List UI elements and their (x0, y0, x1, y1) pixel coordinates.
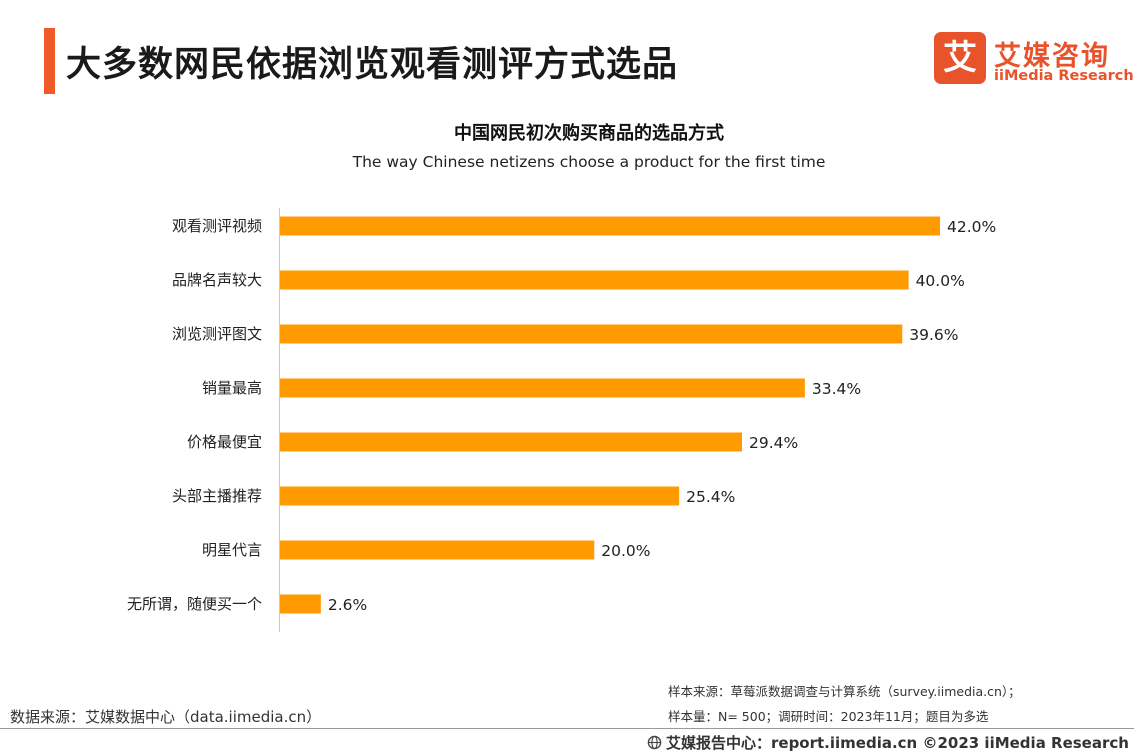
value-label-7: 20.0% (601, 542, 650, 560)
bar-7 (280, 540, 595, 560)
value-label-1: 42.0% (947, 218, 996, 236)
value-label-2: 40.0% (916, 272, 965, 290)
globe-icon (647, 735, 662, 750)
value-label-8: 2.6% (328, 596, 367, 614)
logo-mark: 艾 (934, 32, 986, 84)
bar-5 (280, 432, 742, 452)
value-label-3: 39.6% (909, 326, 958, 344)
bar-6 (280, 486, 680, 506)
value-label-4: 33.4% (812, 380, 861, 398)
iimedia-logo: 艾 艾媒咨询 iiMedia Research (934, 32, 1134, 88)
page-title: 大多数网民依据浏览观看测评方式选品 (66, 45, 679, 85)
sample-source-note: 样本来源：草莓派数据调查与计算系统（survey.iimedia.cn）； (668, 684, 1021, 699)
title-accent-bar (44, 28, 55, 94)
chart-title: 中国网民初次购买商品的选品方式 (454, 123, 724, 144)
report-center-text: 艾媒报告中心：report.iimedia.cn ©2023 iiMedia R… (666, 734, 1134, 752)
value-label-5: 29.4% (749, 434, 798, 452)
footer-divider (0, 728, 1134, 729)
category-label-6: 头部主播推荐 (172, 487, 262, 505)
bar-3 (280, 324, 903, 344)
sample-size-note: 样本量：N= 500；调研时间：2023年11月；题目为多选 (668, 709, 989, 724)
logo-chinese-name: 艾媒咨询 (994, 41, 1110, 72)
bar-4 (280, 378, 805, 398)
logo-english-name: iiMedia Research (994, 68, 1134, 84)
category-label-8: 无所谓，随便买一个 (127, 595, 262, 613)
category-label-2: 品牌名声较大 (172, 271, 262, 289)
bar-8 (280, 594, 321, 614)
bar-1 (280, 216, 940, 236)
value-label-6: 25.4% (686, 488, 735, 506)
category-label-3: 浏览测评图文 (172, 325, 262, 343)
data-source: 数据来源：艾媒数据中心（data.iimedia.cn） (10, 708, 322, 726)
bar-2 (280, 270, 909, 290)
category-label-1: 观看测评视频 (172, 217, 262, 235)
report-center-footer: 艾媒报告中心：report.iimedia.cn ©2023 iiMedia R… (647, 732, 1134, 753)
category-label-5: 价格最便宜 (187, 433, 262, 451)
category-label-4: 销量最高 (202, 379, 262, 397)
chart-subtitle: The way Chinese netizens choose a produc… (352, 153, 826, 171)
category-label-7: 明星代言 (202, 541, 262, 559)
